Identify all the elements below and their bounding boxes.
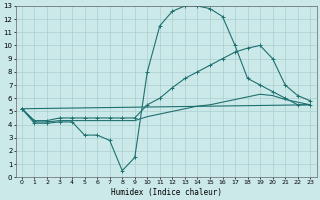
X-axis label: Humidex (Indice chaleur): Humidex (Indice chaleur) [111,188,221,197]
